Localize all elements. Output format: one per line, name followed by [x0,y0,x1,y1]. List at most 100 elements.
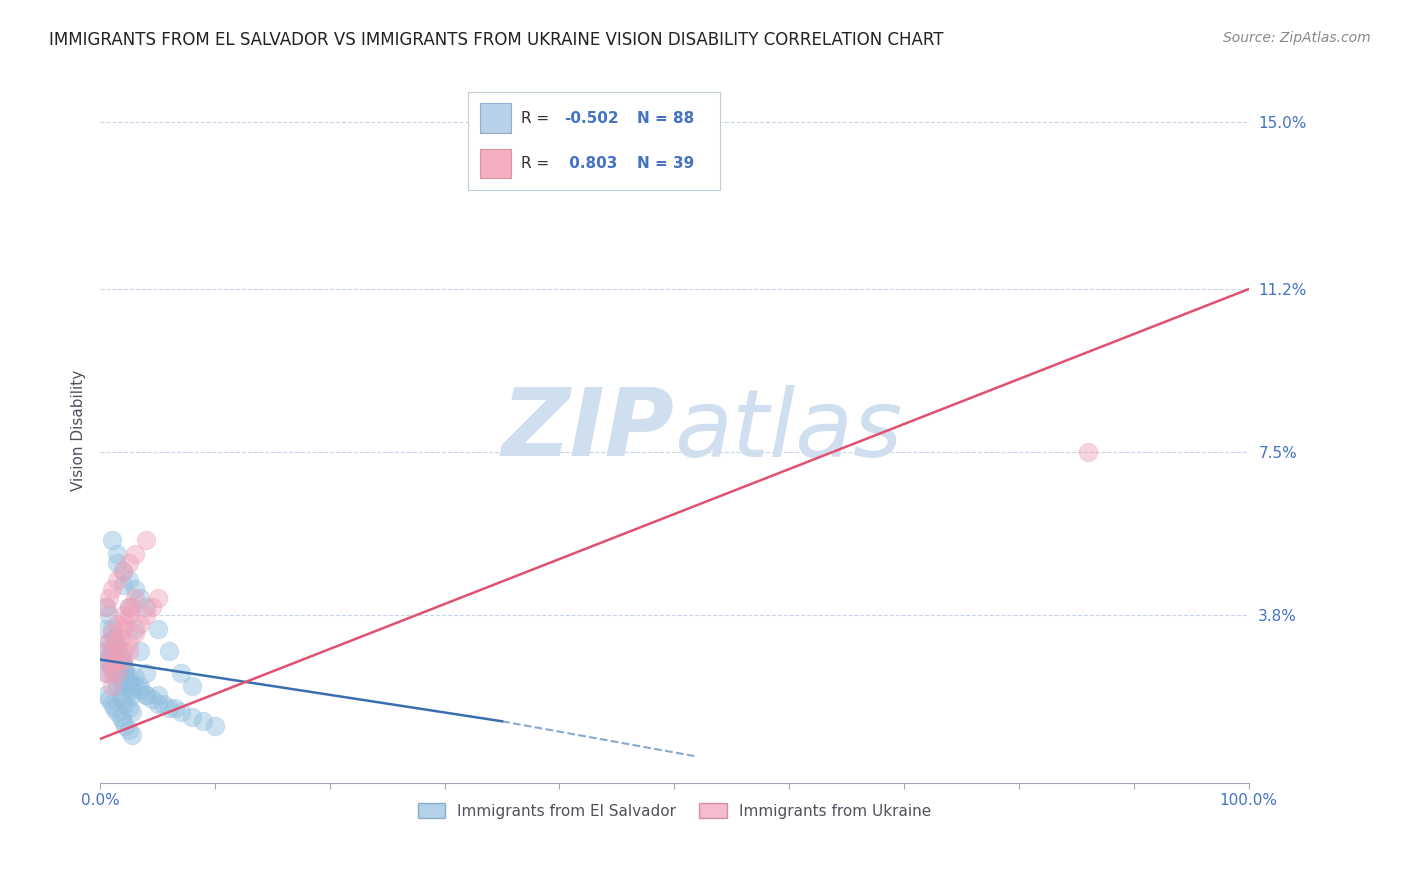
Point [105,556,128,570]
Point [146,622,169,636]
Point [100,533,122,548]
Point [105,665,128,680]
Point [100,644,122,658]
Point [121,727,143,741]
Point [118,635,141,649]
Point [110,688,132,702]
Point [103,670,125,684]
Point [100,697,122,711]
Point [124,591,146,605]
Point [105,644,128,658]
Point [1077,445,1099,459]
Point [94,599,117,614]
Point [112,679,135,693]
Point [129,644,152,658]
Point [112,565,135,579]
Point [112,692,135,706]
Point [110,652,132,666]
Legend: Immigrants from El Salvador, Immigrants from Ukraine: Immigrants from El Salvador, Immigrants … [412,797,938,825]
Point [105,635,128,649]
Point [98,692,121,706]
Point [129,683,152,698]
Text: Source: ZipAtlas.com: Source: ZipAtlas.com [1223,31,1371,45]
Point [98,652,121,666]
Point [114,617,136,632]
Point [118,701,141,715]
Text: atlas: atlas [675,384,903,475]
Point [118,644,141,658]
Point [204,719,226,733]
Point [112,714,135,729]
Point [129,679,152,693]
Point [105,573,128,587]
Point [105,640,128,654]
Point [146,591,169,605]
Text: IMMIGRANTS FROM EL SALVADOR VS IMMIGRANTS FROM UKRAINE VISION DISABILITY CORRELA: IMMIGRANTS FROM EL SALVADOR VS IMMIGRANT… [49,31,943,49]
Point [103,631,125,645]
Point [121,599,143,614]
Point [181,679,204,693]
Point [112,652,135,666]
Point [124,670,146,684]
Point [105,665,128,680]
Point [103,701,125,715]
Point [100,652,122,666]
Point [94,665,117,680]
Point [105,617,128,632]
Point [105,706,128,720]
Point [110,710,132,724]
Point [193,714,215,729]
Point [129,591,152,605]
Point [118,679,141,693]
Point [157,644,180,658]
Point [98,635,121,649]
Point [100,626,122,640]
Point [135,599,157,614]
Point [103,644,125,658]
Y-axis label: Vision Disability: Vision Disability [72,369,86,491]
Point [118,670,141,684]
Point [135,608,157,623]
Point [94,665,117,680]
Point [146,688,169,702]
Point [100,582,122,596]
Point [112,657,135,671]
Point [141,692,163,706]
Point [98,657,121,671]
Point [110,674,132,689]
Point [112,661,135,675]
Point [124,679,146,693]
Point [110,631,132,645]
Point [94,688,117,702]
Point [94,652,117,666]
Point [124,626,146,640]
Point [124,622,146,636]
Point [135,688,157,702]
Point [135,533,157,548]
Point [118,599,141,614]
Point [100,665,122,680]
Point [94,644,117,658]
Point [98,591,121,605]
Point [152,697,174,711]
Point [114,719,136,733]
Point [100,661,122,675]
Point [103,631,125,645]
Point [121,683,143,698]
Point [110,648,132,662]
Point [118,599,141,614]
Point [118,674,141,689]
Point [105,679,128,693]
Point [118,723,141,738]
Point [98,635,121,649]
Point [112,577,135,591]
Point [94,599,117,614]
Point [112,608,135,623]
Point [163,701,186,715]
Point [124,582,146,596]
Point [112,622,135,636]
Point [112,565,135,579]
Point [100,622,122,636]
Point [100,644,122,658]
Point [103,657,125,671]
